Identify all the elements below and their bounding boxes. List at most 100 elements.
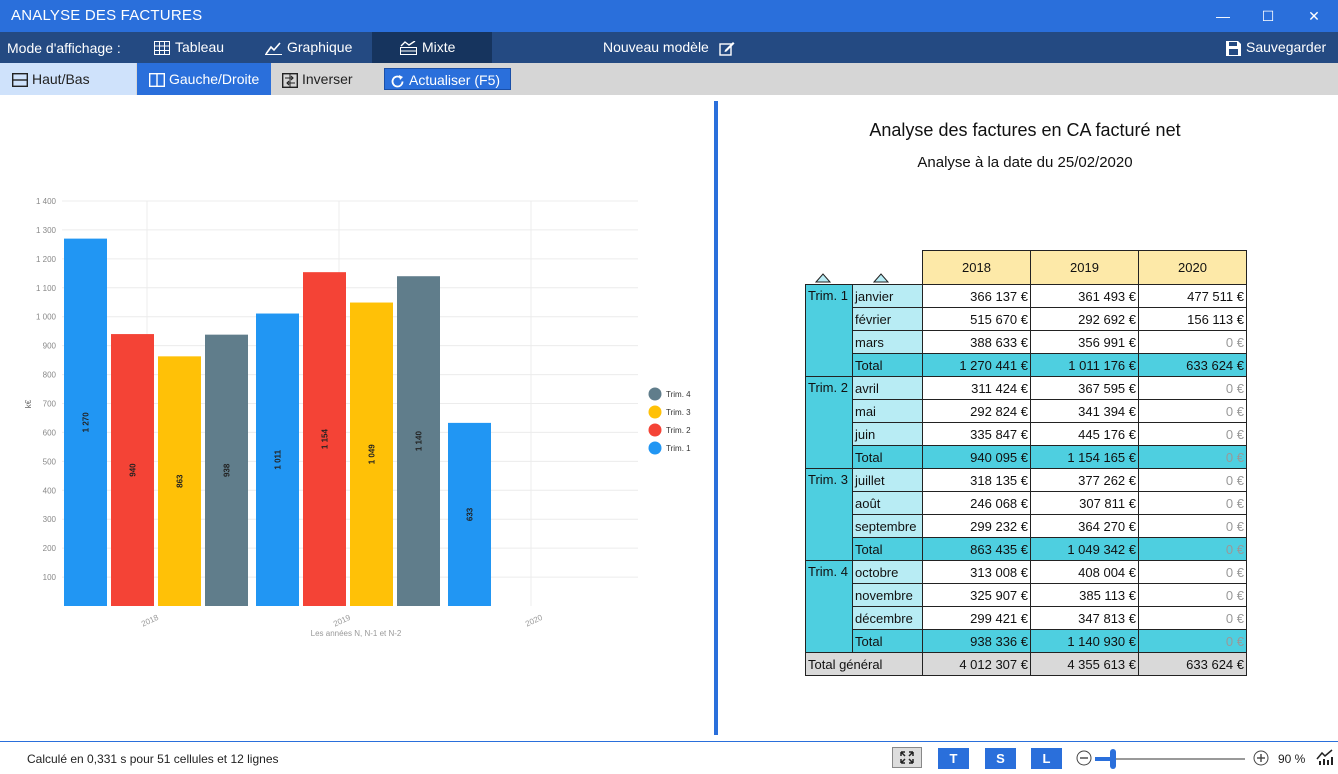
value-cell[interactable]: 0 € <box>1138 491 1247 515</box>
graphique-button[interactable]: Graphique <box>259 32 369 63</box>
value-cell[interactable]: 515 670 € <box>922 307 1031 331</box>
total-cell[interactable]: 1 154 165 € <box>1030 445 1139 469</box>
legend-swatch[interactable] <box>648 441 662 455</box>
value-cell[interactable]: 292 824 € <box>922 399 1031 423</box>
bar-trim-1-2019[interactable] <box>256 313 299 606</box>
value-cell[interactable]: 318 135 € <box>922 468 1031 492</box>
year-header[interactable]: 2020 <box>1138 250 1247 285</box>
value-cell[interactable]: 0 € <box>1138 583 1247 607</box>
total-cell[interactable]: 938 336 € <box>922 629 1031 653</box>
value-cell[interactable]: 347 813 € <box>1030 606 1139 630</box>
month-cell[interactable]: septembre <box>852 514 923 538</box>
total-cell[interactable]: 940 095 € <box>922 445 1031 469</box>
month-cell[interactable]: février <box>852 307 923 331</box>
tableau-button[interactable]: Tableau <box>148 32 238 63</box>
value-cell[interactable]: 356 991 € <box>1030 330 1139 354</box>
legend-label[interactable]: Trim. 2 <box>666 426 691 435</box>
value-cell[interactable]: 307 811 € <box>1030 491 1139 515</box>
value-cell[interactable]: 377 262 € <box>1030 468 1139 492</box>
month-cell[interactable]: mars <box>852 330 923 354</box>
gauche-droite-button[interactable]: Gauche/Droite <box>137 63 271 95</box>
inverser-button[interactable]: Inverser <box>270 63 370 95</box>
legend-swatch[interactable] <box>648 387 662 401</box>
value-cell[interactable]: 361 493 € <box>1030 284 1139 308</box>
value-cell[interactable]: 299 421 € <box>922 606 1031 630</box>
close-icon[interactable]: ✕ <box>1308 8 1320 24</box>
l-button[interactable]: L <box>1031 748 1062 769</box>
bar-trim-3-2018[interactable] <box>158 356 201 606</box>
value-cell[interactable]: 0 € <box>1138 560 1247 584</box>
month-cell[interactable]: avril <box>852 376 923 400</box>
bar-trim-1-2020[interactable] <box>448 422 491 606</box>
total-cell[interactable]: 0 € <box>1138 445 1247 469</box>
month-cell[interactable]: novembre <box>852 583 923 607</box>
total-cell[interactable]: 1 140 930 € <box>1030 629 1139 653</box>
value-cell[interactable]: 0 € <box>1138 399 1247 423</box>
quarter-cell[interactable]: Trim. 1 <box>805 284 853 377</box>
t-button[interactable]: T <box>938 748 969 769</box>
grand-total-cell[interactable]: 633 624 € <box>1138 652 1247 676</box>
legend-label[interactable]: Trim. 3 <box>666 408 691 417</box>
value-cell[interactable]: 366 137 € <box>922 284 1031 308</box>
bar-trim-2-2019[interactable] <box>303 272 346 606</box>
maximize-icon[interactable]: ☐ <box>1261 8 1275 24</box>
total-cell[interactable]: 1 011 176 € <box>1030 353 1139 377</box>
value-cell[interactable]: 246 068 € <box>922 491 1031 515</box>
zoom-in-icon[interactable] <box>1253 750 1269 766</box>
total-cell[interactable]: 0 € <box>1138 629 1247 653</box>
value-cell[interactable]: 325 907 € <box>922 583 1031 607</box>
minimize-icon[interactable]: — <box>1216 8 1230 24</box>
value-cell[interactable]: 156 113 € <box>1138 307 1247 331</box>
nouveau-modele-button[interactable]: Nouveau modèle <box>597 32 743 63</box>
value-cell[interactable]: 0 € <box>1138 422 1247 446</box>
value-cell[interactable]: 385 113 € <box>1030 583 1139 607</box>
month-cell[interactable]: août <box>852 491 923 515</box>
value-cell[interactable]: 0 € <box>1138 468 1247 492</box>
bar-trim-2-2018[interactable] <box>111 334 154 606</box>
month-cell[interactable]: juin <box>852 422 923 446</box>
zoom-slider-thumb[interactable] <box>1110 749 1116 769</box>
total-cell[interactable]: 633 624 € <box>1138 353 1247 377</box>
quarter-cell[interactable]: Trim. 3 <box>805 468 853 561</box>
quarter-cell[interactable]: Trim. 4 <box>805 560 853 653</box>
value-cell[interactable]: 364 270 € <box>1030 514 1139 538</box>
legend-label[interactable]: Trim. 1 <box>666 444 691 453</box>
bar-trim-4-2019[interactable] <box>397 276 440 606</box>
month-cell[interactable]: janvier <box>852 284 923 308</box>
legend-swatch[interactable] <box>648 405 662 419</box>
value-cell[interactable]: 341 394 € <box>1030 399 1139 423</box>
bar-trim-4-2018[interactable] <box>205 334 248 606</box>
zoom-out-icon[interactable] <box>1076 750 1092 766</box>
sort-trim-icon[interactable] <box>815 273 831 283</box>
value-cell[interactable]: 477 511 € <box>1138 284 1247 308</box>
value-cell[interactable]: 292 692 € <box>1030 307 1139 331</box>
mixte-button[interactable]: Mixte <box>372 32 492 63</box>
month-cell[interactable]: juillet <box>852 468 923 492</box>
legend-swatch[interactable] <box>648 423 662 437</box>
value-cell[interactable]: 335 847 € <box>922 422 1031 446</box>
grand-total-cell[interactable]: 4 355 613 € <box>1030 652 1139 676</box>
bar-trim-3-2019[interactable] <box>350 302 393 606</box>
quarter-cell[interactable]: Trim. 2 <box>805 376 853 469</box>
legend-label[interactable]: Trim. 4 <box>666 390 691 399</box>
value-cell[interactable]: 0 € <box>1138 514 1247 538</box>
actualiser-button[interactable]: Actualiser (F5) <box>384 68 511 90</box>
value-cell[interactable]: 311 424 € <box>922 376 1031 400</box>
total-cell[interactable]: 863 435 € <box>922 537 1031 561</box>
year-header[interactable]: 2018 <box>922 250 1031 285</box>
fullscreen-button[interactable] <box>892 747 922 768</box>
total-cell[interactable]: 1 270 441 € <box>922 353 1031 377</box>
month-cell[interactable]: mai <box>852 399 923 423</box>
sauvegarder-button[interactable]: Sauvegarder <box>1220 32 1335 63</box>
grand-total-cell[interactable]: 4 012 307 € <box>922 652 1031 676</box>
month-cell[interactable]: décembre <box>852 606 923 630</box>
value-cell[interactable]: 0 € <box>1138 330 1247 354</box>
value-cell[interactable]: 313 008 € <box>922 560 1031 584</box>
value-cell[interactable]: 408 004 € <box>1030 560 1139 584</box>
value-cell[interactable]: 0 € <box>1138 606 1247 630</box>
value-cell[interactable]: 367 595 € <box>1030 376 1139 400</box>
bar-trim-1-2018[interactable] <box>64 238 107 606</box>
total-cell[interactable]: 1 049 342 € <box>1030 537 1139 561</box>
zoom-track[interactable] <box>1095 758 1245 760</box>
value-cell[interactable]: 299 232 € <box>922 514 1031 538</box>
